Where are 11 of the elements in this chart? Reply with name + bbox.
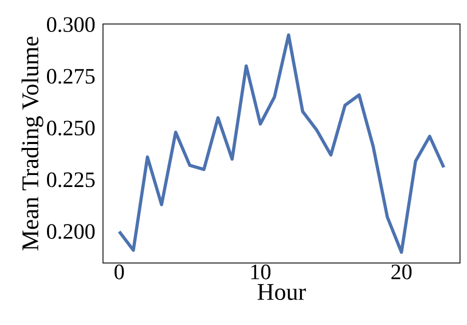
y-tick-label: 0.225 (46, 172, 95, 188)
x-tick-label: 10 (251, 264, 270, 280)
y-tick-label: 0.300 (46, 17, 95, 32)
y-tick-label: 0.250 (46, 120, 95, 136)
x-axis-title: Hour (258, 284, 306, 300)
y-tick-label: 0.275 (46, 68, 95, 84)
x-tick-label: 20 (391, 264, 412, 280)
x-tick-label: 0 (114, 264, 124, 280)
y-tick-label: 0.200 (46, 224, 95, 239)
y-axis-title: Mean Trading Volume (22, 36, 44, 250)
line-series (118, 33, 446, 254)
